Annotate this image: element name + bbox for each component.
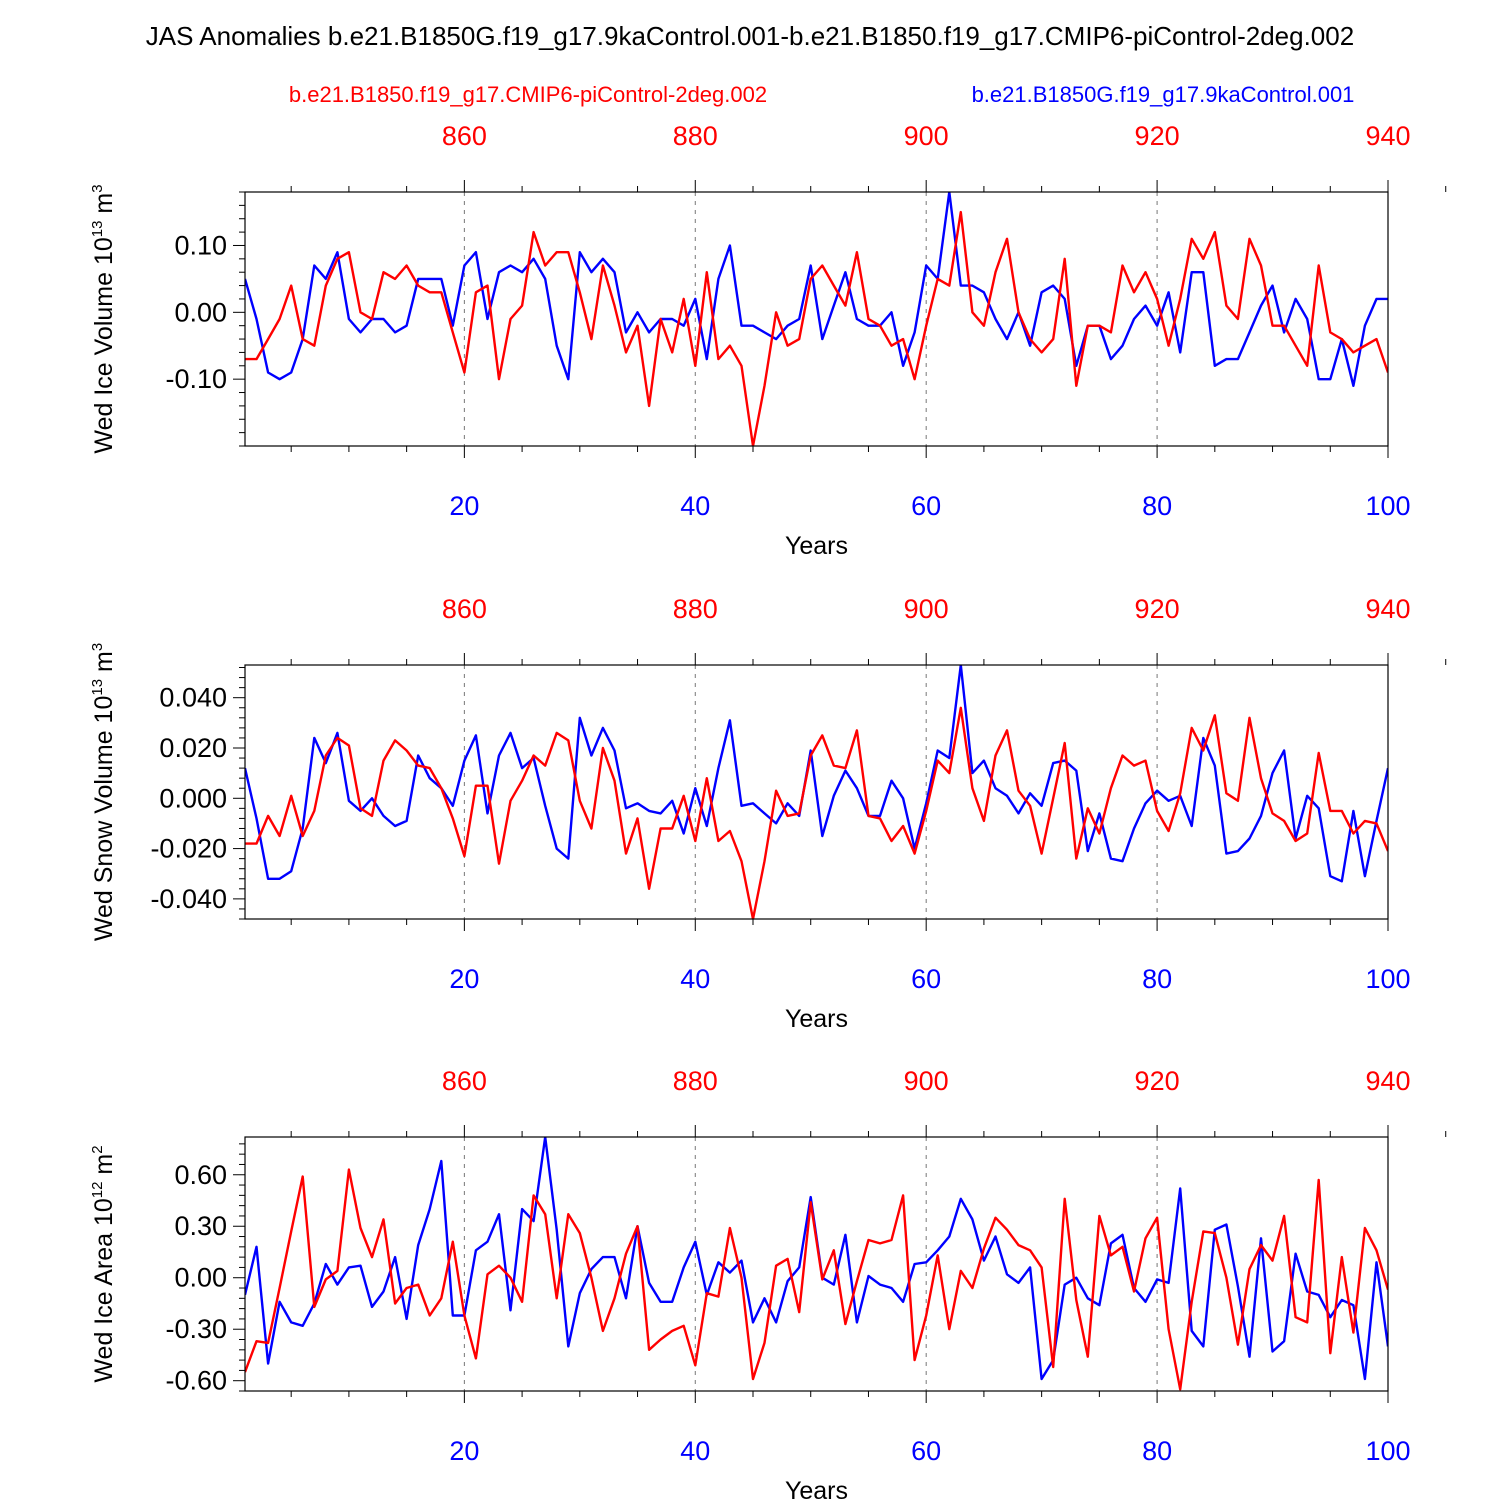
series-line-blue bbox=[245, 1137, 1388, 1381]
chart-panel-3: -0.60 -0.30 0.00 0.30 0.60 20 40 60 80 100 860 880 9… bbox=[89, 1066, 1447, 1500]
top-x-tick-label: 920 bbox=[1135, 121, 1180, 151]
top-x-tick-label: 940 bbox=[1365, 1066, 1410, 1096]
top-x-tick-label: 860 bbox=[442, 121, 487, 151]
x-tick-label: 60 bbox=[911, 964, 941, 994]
legend-red-label: b.e21.B1850.f19_g17.CMIP6-piControl-2deg… bbox=[289, 82, 767, 107]
x-axis-label: Years bbox=[785, 1477, 848, 1500]
plot-frame bbox=[244, 664, 1389, 920]
y-axis-label: Wed Ice Volume 1013 m3 bbox=[89, 184, 118, 453]
top-x-tick-label: 860 bbox=[442, 594, 487, 624]
top-x-tick-label: 920 bbox=[1135, 594, 1180, 624]
y-tick-label: 0.30 bbox=[174, 1211, 227, 1241]
chart-panel-1: -0.10 0.00 0.10 20 40 60 80 100 860 880 900 920 940 Y… bbox=[89, 121, 1447, 560]
y-tick-label: 0.00 bbox=[174, 1263, 227, 1293]
panels: -0.10 0.00 0.10 20 40 60 80 100 860 880 900 920 940 Y… bbox=[89, 121, 1447, 1500]
x-tick-label: 100 bbox=[1365, 964, 1410, 994]
x-tick-label: 60 bbox=[911, 491, 941, 521]
y-tick-label: 0.040 bbox=[159, 683, 227, 713]
x-tick-label: 80 bbox=[1142, 964, 1172, 994]
x-tick-label: 40 bbox=[680, 1436, 710, 1466]
x-tick-label: 80 bbox=[1142, 1436, 1172, 1466]
top-x-tick-label: 860 bbox=[442, 1066, 487, 1096]
y-axis-label: Wed Snow Volume 1013 m3 bbox=[89, 643, 118, 941]
y-tick-label: -0.10 bbox=[165, 364, 227, 394]
x-axis-label: Years bbox=[785, 1005, 848, 1033]
x-tick-label: 20 bbox=[449, 1436, 479, 1466]
top-x-tick-label: 880 bbox=[673, 594, 718, 624]
x-tick-label: 100 bbox=[1365, 1436, 1410, 1466]
y-tick-label: -0.020 bbox=[150, 834, 227, 864]
y-tick-label: -0.60 bbox=[165, 1366, 227, 1396]
top-x-tick-label: 940 bbox=[1365, 594, 1410, 624]
chart-panel-2: -0.040 -0.020 0.000 0.020 0.040 20 40 60 80 100 86… bbox=[89, 594, 1447, 1033]
series-line-red bbox=[245, 210, 1388, 446]
y-axis-label: Wed Ice Area 1012 m2 bbox=[89, 1145, 118, 1382]
top-x-tick-label: 900 bbox=[904, 594, 949, 624]
legend-blue-label: b.e21.B1850G.f19_g17.9kaControl.001 bbox=[972, 82, 1355, 107]
series-line-red bbox=[245, 706, 1388, 919]
top-x-tick-label: 880 bbox=[673, 1066, 718, 1096]
y-tick-label: 0.020 bbox=[159, 733, 227, 763]
plot-frame bbox=[244, 191, 1389, 447]
y-tick-label: -0.040 bbox=[150, 884, 227, 914]
top-x-tick-label: 900 bbox=[904, 121, 949, 151]
x-tick-label: 40 bbox=[680, 491, 710, 521]
y-tick-label: 0.00 bbox=[174, 297, 227, 327]
y-tick-label: -0.30 bbox=[165, 1314, 227, 1344]
x-tick-label: 60 bbox=[911, 1436, 941, 1466]
x-tick-label: 80 bbox=[1142, 491, 1172, 521]
top-x-tick-label: 940 bbox=[1365, 121, 1410, 151]
plot-frame bbox=[244, 1136, 1389, 1392]
series-line-red bbox=[245, 1168, 1388, 1391]
y-tick-label: 0.000 bbox=[159, 783, 227, 813]
x-axis-label: Years bbox=[785, 532, 848, 560]
top-x-tick-label: 920 bbox=[1135, 1066, 1180, 1096]
y-tick-label: 0.10 bbox=[174, 230, 227, 260]
figure-title: JAS Anomalies b.e21.B1850G.f19_g17.9kaCo… bbox=[146, 21, 1354, 51]
x-tick-label: 20 bbox=[449, 964, 479, 994]
y-tick-label: 0.60 bbox=[174, 1160, 227, 1190]
series-line-blue bbox=[245, 665, 1388, 883]
series-line-blue bbox=[245, 192, 1388, 387]
top-x-tick-label: 880 bbox=[673, 121, 718, 151]
x-tick-label: 100 bbox=[1365, 491, 1410, 521]
x-tick-label: 40 bbox=[680, 964, 710, 994]
x-tick-label: 20 bbox=[449, 491, 479, 521]
top-x-tick-label: 900 bbox=[904, 1066, 949, 1096]
